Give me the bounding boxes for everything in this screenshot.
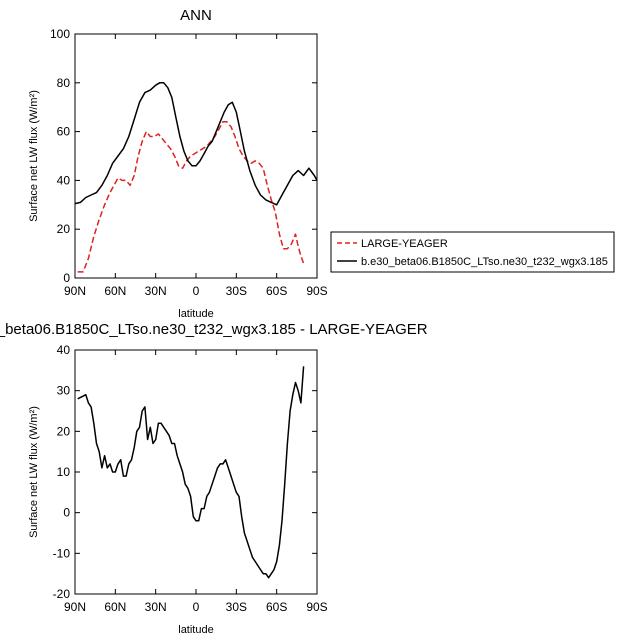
chart-1-xtick-label: 90S — [306, 284, 327, 298]
chart-2-xlabel: latitude — [178, 624, 213, 636]
chart-1-ytick-label: 0 — [63, 271, 70, 285]
chart-2-xtick-label: 60S — [266, 600, 287, 614]
chart-1-series-1-line — [77, 121, 305, 273]
chart-2-ytick-label: -20 — [53, 587, 71, 601]
chart-1-series-2-line — [74, 82, 318, 206]
legend-box — [330, 231, 615, 273]
chart-1-ytick-label: 20 — [57, 222, 71, 236]
chart-1-title: ANN — [180, 7, 212, 24]
chart-2-xtick-label: 0 — [193, 600, 200, 614]
chart-2-ytick-label: 10 — [57, 465, 71, 479]
chart-1-frame — [74, 33, 318, 279]
chart-1-xtick-label: 60N — [104, 284, 126, 298]
chart-1-xtick-label: 90N — [64, 284, 86, 298]
chart-1-xtick-label: 30N — [145, 284, 167, 298]
chart-2-ytick-label: 20 — [57, 424, 71, 438]
chart-1-ytick-label: 80 — [57, 76, 71, 90]
chart-1-xtick-label: 60S — [266, 284, 287, 298]
chart-2-ytick-label: 0 — [63, 506, 70, 520]
chart-2-xtick-label: 30N — [145, 600, 167, 614]
chart-1-ytick-label: 40 — [57, 173, 71, 187]
chart-2-series-1-line — [77, 366, 305, 579]
legend-label-model: b.e30_beta06.B1850C_LTso.ne30_t232_wgx3.… — [361, 256, 608, 268]
chart-1-xtick-label: 0 — [193, 284, 200, 298]
chart-1-ytick-label: 60 — [57, 125, 71, 139]
chart-2-xtick-label: 30S — [226, 600, 247, 614]
chart-2-xtick-label: 90S — [306, 600, 327, 614]
chart-2-ytick-label: 40 — [57, 343, 71, 357]
chart-2-ytick-label: -10 — [53, 546, 71, 560]
chart-2-plot: -20 -10 0 10 20 30 40 90N 60N 30N 0 30S 60S 90S — [53, 343, 328, 614]
chart-1-xlabel: latitude — [178, 308, 213, 320]
chart-2-xtick-label: 60N — [104, 600, 126, 614]
legend: LARGE-YEAGER b.e30_beta06.B1850C_LTso.ne… — [330, 231, 615, 273]
chart-1-xtick-label: 30S — [226, 284, 247, 298]
chart-2-title: 0_beta06.B1850C_LTso.ne30_t232_wgx3.185 … — [0, 321, 428, 338]
chart-2-frame — [74, 349, 318, 595]
legend-label-large-yeager: LARGE-YEAGER — [361, 238, 448, 250]
chart-1-plot: 0 20 40 60 80 100 90N 60N 30N 0 30S 60S 90S — [50, 27, 328, 298]
chart-1-ytick-label: 100 — [50, 27, 70, 41]
chart-2-xtick-label: 90N — [64, 600, 86, 614]
chart-2-ytick-label: 30 — [57, 384, 71, 398]
chart-2-ylabel: Surface net LW flux (W/m²) — [28, 406, 40, 538]
chart-1-ylabel: Surface net LW flux (W/m²) — [28, 90, 40, 222]
